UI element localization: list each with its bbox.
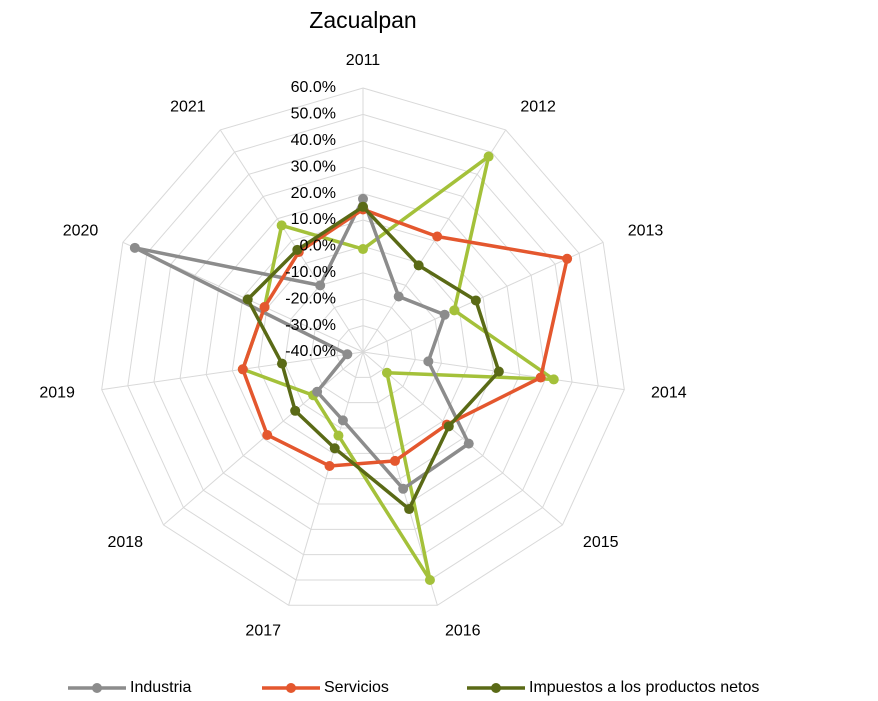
spoke: [362, 129, 507, 353]
series-line: [241, 154, 556, 582]
grid-ring: [127, 113, 599, 581]
series-marker: [237, 364, 248, 375]
category-label: 2012: [520, 98, 556, 115]
series-marker: [439, 309, 450, 320]
series-marker: [548, 374, 559, 385]
series-marker: [312, 386, 323, 397]
series-marker: [424, 574, 435, 585]
category-label: 2015: [583, 534, 619, 551]
series-marker: [358, 244, 368, 255]
series-marker: [337, 415, 348, 426]
series-marker: [262, 429, 273, 440]
legend-label: Industria: [130, 679, 191, 696]
category-label: 2017: [245, 622, 281, 639]
grid-ring: [336, 325, 390, 378]
series-marker: [342, 349, 353, 360]
series-marker: [276, 358, 287, 369]
series-marker: [381, 367, 392, 378]
category-label: 2016: [445, 622, 481, 639]
series-marker: [358, 193, 368, 204]
series-marker: [242, 294, 253, 305]
series-marker: [393, 291, 404, 302]
series-marker: [463, 438, 474, 449]
series-marker: [483, 151, 494, 162]
r-tick-label: 20.0%: [291, 185, 336, 202]
series-marker: [389, 455, 400, 466]
series-marker: [562, 253, 573, 264]
chart-title: Zacualpan: [309, 7, 416, 33]
series-marker: [404, 504, 415, 515]
legend-label: Servicios: [324, 679, 389, 696]
grid-ring: [101, 87, 625, 606]
r-tick-label: 30.0%: [291, 158, 336, 175]
spoke: [101, 351, 364, 391]
category-label: 2013: [628, 222, 664, 239]
spoke: [163, 351, 364, 526]
r-tick-label: -40.0%: [285, 343, 336, 360]
series-marker: [432, 231, 443, 242]
legend-marker: [491, 683, 501, 693]
series-marker: [398, 483, 409, 494]
spoke: [362, 351, 625, 391]
series-marker: [535, 372, 546, 383]
category-label: 2021: [170, 98, 206, 115]
series-marker: [449, 305, 460, 316]
category-label: 2018: [107, 534, 143, 551]
series-line: [245, 205, 501, 511]
r-tick-label: -10.0%: [285, 264, 336, 281]
grid-ring: [205, 193, 521, 505]
series-marker: [315, 280, 326, 291]
series-marker: [292, 244, 303, 255]
spoke: [362, 351, 563, 526]
grid-ring: [153, 140, 573, 556]
grid-ring: [257, 245, 469, 454]
r-tick-label: -30.0%: [285, 317, 336, 334]
series-marker: [493, 366, 504, 377]
series-marker: [324, 460, 335, 471]
category-label: 2011: [346, 52, 381, 69]
series-marker: [358, 201, 368, 212]
r-tick-label: 60.0%: [291, 79, 336, 96]
legend-item: Impuestos a los productos netos: [467, 679, 759, 696]
r-tick-label: 10.0%: [291, 211, 336, 228]
r-tick-label: 40.0%: [291, 132, 336, 149]
r-tick-label: -20.0%: [285, 290, 336, 307]
spoke: [219, 129, 364, 353]
category-label: 2019: [39, 385, 75, 402]
legend-item: Industria: [68, 679, 191, 696]
r-tick-label: 0.0%: [300, 238, 336, 255]
category-label: 2020: [63, 222, 99, 239]
series-marker: [333, 430, 344, 441]
series-marker: [276, 220, 287, 231]
r-tick-label: 50.0%: [291, 106, 336, 123]
series-line: [133, 197, 471, 491]
legend-marker: [286, 683, 296, 693]
grid-ring: [231, 219, 495, 480]
series-marker: [423, 356, 434, 367]
legend-label: Impuestos a los productos netos: [529, 679, 759, 696]
spoke: [288, 351, 364, 606]
series-marker: [259, 302, 270, 313]
series-marker: [129, 242, 140, 253]
grid-ring: [310, 298, 416, 404]
category-label: 2014: [651, 385, 687, 402]
series-marker: [290, 405, 301, 416]
legend-item: Servicios: [262, 679, 389, 696]
series-line: [241, 207, 569, 468]
series-marker: [329, 443, 340, 454]
series-marker: [443, 421, 454, 432]
series-marker: [470, 295, 481, 306]
legend-marker: [92, 683, 102, 693]
series-marker: [413, 260, 424, 271]
grid-ring: [284, 272, 442, 429]
